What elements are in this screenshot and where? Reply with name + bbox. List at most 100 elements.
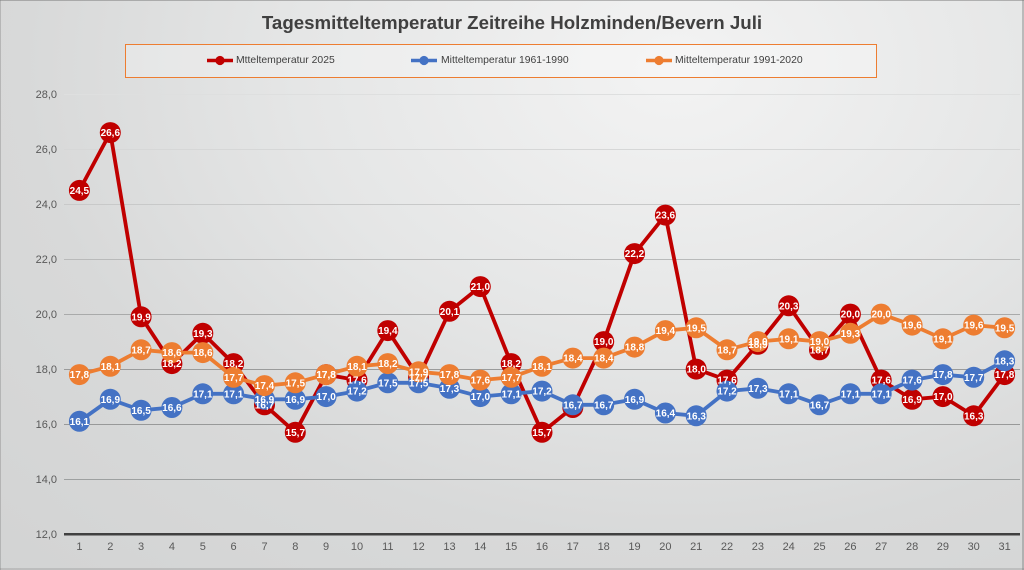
svg-text:17,7: 17,7 — [501, 373, 521, 384]
svg-text:7: 7 — [261, 541, 267, 553]
svg-text:17,8: 17,8 — [440, 370, 460, 381]
svg-text:8: 8 — [292, 541, 298, 553]
svg-text:17,2: 17,2 — [347, 387, 367, 398]
svg-text:19,0: 19,0 — [748, 337, 768, 348]
svg-text:17,5: 17,5 — [409, 378, 429, 389]
svg-text:17,1: 17,1 — [779, 389, 799, 400]
svg-text:19,1: 19,1 — [933, 334, 953, 345]
svg-text:17,6: 17,6 — [871, 376, 891, 387]
svg-text:18,8: 18,8 — [625, 343, 645, 354]
svg-text:17,0: 17,0 — [316, 392, 336, 403]
svg-text:16,4: 16,4 — [656, 409, 676, 420]
svg-text:17,8: 17,8 — [70, 370, 90, 381]
svg-text:25: 25 — [813, 541, 825, 553]
svg-text:18,4: 18,4 — [563, 354, 583, 365]
svg-text:17,1: 17,1 — [193, 389, 213, 400]
svg-text:12,0: 12,0 — [36, 529, 57, 541]
svg-text:17,8: 17,8 — [995, 370, 1015, 381]
svg-text:17,8: 17,8 — [933, 370, 953, 381]
svg-text:19,1: 19,1 — [779, 334, 799, 345]
svg-text:20,0: 20,0 — [841, 310, 861, 321]
svg-text:18,3: 18,3 — [995, 356, 1015, 367]
svg-text:20: 20 — [659, 541, 671, 553]
svg-text:18,6: 18,6 — [193, 348, 213, 359]
svg-text:16,9: 16,9 — [625, 395, 645, 406]
svg-text:17,6: 17,6 — [902, 376, 922, 387]
svg-text:17,7: 17,7 — [409, 373, 429, 384]
svg-text:18,4: 18,4 — [594, 354, 614, 365]
svg-text:18,0: 18,0 — [686, 365, 706, 376]
svg-text:22: 22 — [721, 541, 733, 553]
svg-text:21,0: 21,0 — [471, 282, 491, 293]
svg-text:16,0: 16,0 — [36, 419, 57, 431]
svg-text:28,0: 28,0 — [36, 89, 57, 101]
svg-text:17,0: 17,0 — [933, 392, 953, 403]
svg-text:20,0: 20,0 — [871, 310, 891, 321]
svg-text:19,9: 19,9 — [131, 312, 151, 323]
svg-text:18,1: 18,1 — [101, 362, 121, 373]
svg-text:18,2: 18,2 — [224, 359, 244, 370]
svg-text:18,1: 18,1 — [347, 362, 367, 373]
svg-text:16,9: 16,9 — [101, 395, 121, 406]
svg-text:17,1: 17,1 — [871, 389, 891, 400]
svg-text:18,2: 18,2 — [501, 359, 521, 370]
svg-text:19,3: 19,3 — [841, 329, 861, 340]
svg-text:16,5: 16,5 — [131, 406, 151, 417]
svg-text:14,0: 14,0 — [36, 474, 57, 486]
svg-text:23,6: 23,6 — [656, 211, 676, 222]
svg-text:17,7: 17,7 — [224, 373, 244, 384]
svg-text:17,3: 17,3 — [440, 384, 460, 395]
svg-text:17,5: 17,5 — [286, 378, 306, 389]
svg-text:31: 31 — [998, 541, 1010, 553]
svg-text:15,7: 15,7 — [532, 428, 552, 439]
svg-text:19,6: 19,6 — [902, 321, 922, 332]
svg-text:18,1: 18,1 — [532, 362, 552, 373]
svg-text:16,7: 16,7 — [594, 400, 614, 411]
svg-text:17: 17 — [567, 541, 579, 553]
svg-text:26,6: 26,6 — [101, 128, 121, 139]
svg-text:17,8: 17,8 — [316, 370, 336, 381]
svg-text:16,1: 16,1 — [70, 417, 90, 428]
svg-text:26: 26 — [844, 541, 856, 553]
svg-text:24,5: 24,5 — [70, 186, 90, 197]
svg-text:19,6: 19,6 — [964, 321, 984, 332]
svg-text:19,4: 19,4 — [378, 326, 398, 337]
svg-text:17,7: 17,7 — [964, 373, 984, 384]
svg-text:22,2: 22,2 — [625, 249, 645, 260]
svg-text:15: 15 — [505, 541, 517, 553]
svg-text:3: 3 — [138, 541, 144, 553]
svg-text:18: 18 — [598, 541, 610, 553]
svg-text:29: 29 — [937, 541, 949, 553]
svg-text:16,3: 16,3 — [686, 411, 706, 422]
svg-text:17,4: 17,4 — [255, 381, 275, 392]
svg-text:16,6: 16,6 — [162, 403, 182, 414]
svg-text:15,7: 15,7 — [286, 428, 306, 439]
svg-text:17,8: 17,8 — [316, 370, 336, 381]
svg-text:9: 9 — [323, 541, 329, 553]
svg-text:19,3: 19,3 — [193, 329, 213, 340]
svg-text:1: 1 — [76, 541, 82, 553]
svg-text:22,0: 22,0 — [36, 254, 57, 266]
svg-text:18,7: 18,7 — [717, 345, 737, 356]
svg-text:19,0: 19,0 — [594, 337, 614, 348]
svg-text:26,0: 26,0 — [36, 144, 57, 156]
svg-text:19,5: 19,5 — [686, 323, 706, 334]
svg-text:19,5: 19,5 — [995, 323, 1015, 334]
svg-text:17,6: 17,6 — [347, 376, 367, 387]
svg-text:16,7: 16,7 — [563, 400, 583, 411]
svg-text:16: 16 — [536, 541, 548, 553]
svg-text:23: 23 — [752, 541, 764, 553]
svg-text:19,4: 19,4 — [656, 326, 676, 337]
svg-text:20,3: 20,3 — [779, 301, 799, 312]
svg-text:18,0: 18,0 — [36, 364, 57, 376]
svg-text:16,9: 16,9 — [255, 395, 275, 406]
svg-text:17,1: 17,1 — [224, 389, 244, 400]
svg-text:18,9: 18,9 — [748, 340, 768, 351]
svg-text:16,7: 16,7 — [255, 400, 275, 411]
svg-text:20,0: 20,0 — [36, 309, 57, 321]
svg-text:30: 30 — [968, 541, 980, 553]
svg-text:18,6: 18,6 — [162, 348, 182, 359]
svg-text:14: 14 — [474, 541, 486, 553]
svg-text:18,2: 18,2 — [162, 359, 182, 370]
svg-text:19: 19 — [628, 541, 640, 553]
